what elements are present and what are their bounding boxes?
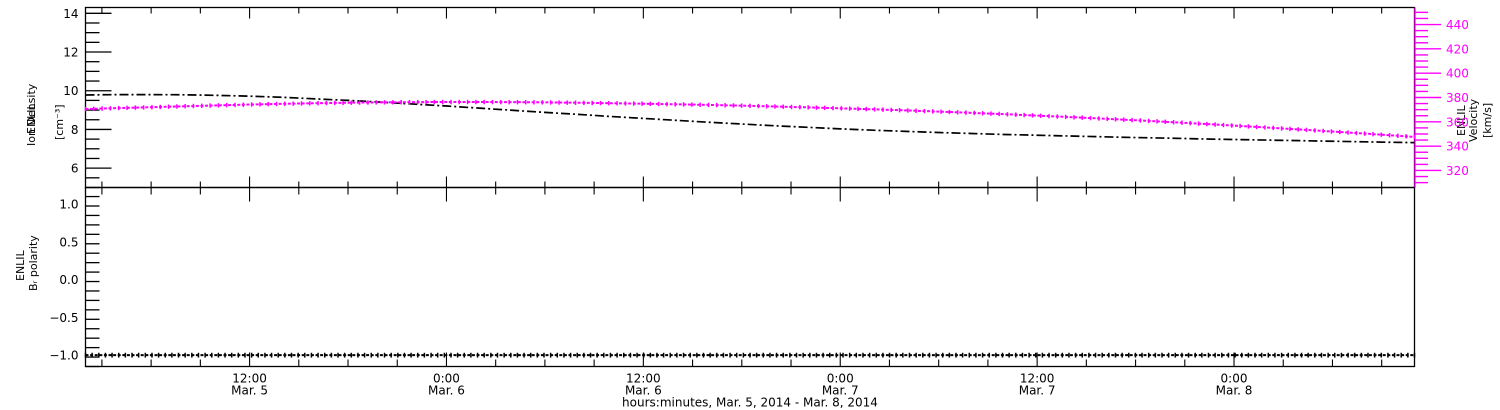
- xtick-time: 0:00: [1221, 372, 1248, 386]
- panel2-left-ytick-label: −1.0: [49, 349, 78, 363]
- panel2-left-ytick-label: 1.0: [59, 198, 78, 212]
- panel2-left-ytick-label: −0.5: [49, 311, 78, 325]
- series-br-polarity: [84, 352, 1416, 358]
- panel1-right-ytick-label: 420: [1446, 42, 1469, 56]
- panel2-left-ytick-label: 0.5: [59, 235, 78, 249]
- panel1-left-ytick-label: 10: [63, 84, 78, 98]
- panel1-left-ytick-label: 12: [63, 46, 78, 60]
- panel2-xticks: [101, 187, 1383, 367]
- xtick-date: Mar. 5: [231, 384, 268, 398]
- panel1-left-ytick-label: 8: [71, 123, 79, 137]
- panel1-right-ytick-label: 440: [1446, 18, 1469, 32]
- panel1-right-ytick-label: 360: [1446, 115, 1469, 129]
- panel1-right-ytick-label: 380: [1446, 91, 1469, 105]
- panel2-left-ytick-label: 0.0: [59, 273, 78, 287]
- xtick-date: Mar. 7: [822, 384, 859, 398]
- panel1-left-yaxis: 6 8 10 12 14: [63, 7, 112, 189]
- xtick-time: 12:00: [1020, 372, 1055, 386]
- series-ion-density: [85, 93, 1415, 144]
- series-velocity: [84, 99, 1416, 140]
- xaxis-title: hours:minutes, Mar. 5, 2014 - Mar. 8, 20…: [622, 396, 878, 410]
- panel2-left-yaxis: −1.0 −0.5 0.0 0.5 1.0: [49, 195, 100, 368]
- xtick-date: Mar. 7: [1019, 384, 1056, 398]
- xtick-time: 12:00: [626, 372, 661, 386]
- xtick-time: 0:00: [433, 372, 460, 386]
- xtick-time: 0:00: [827, 372, 854, 386]
- panel1-right-ytick-label: 340: [1446, 140, 1469, 154]
- xtick-date: Mar. 6: [625, 384, 662, 398]
- panel1-right-ytick-label: 320: [1446, 164, 1469, 178]
- xtick-time: 12:00: [232, 372, 267, 386]
- panel1-right-ytick-label: 400: [1446, 67, 1469, 81]
- panel1-left-ytick-label: 14: [63, 7, 78, 21]
- xtick-date: Mar. 8: [1216, 384, 1253, 398]
- xtick-date: Mar. 6: [428, 384, 465, 398]
- panel1-xticks: [101, 7, 1383, 188]
- panel1-right-yaxis: 320 340 360 380 400 420 440: [1414, 7, 1469, 188]
- panel2-frame: [84, 186, 1416, 368]
- panel1-left-ytick-label: 6: [71, 162, 79, 176]
